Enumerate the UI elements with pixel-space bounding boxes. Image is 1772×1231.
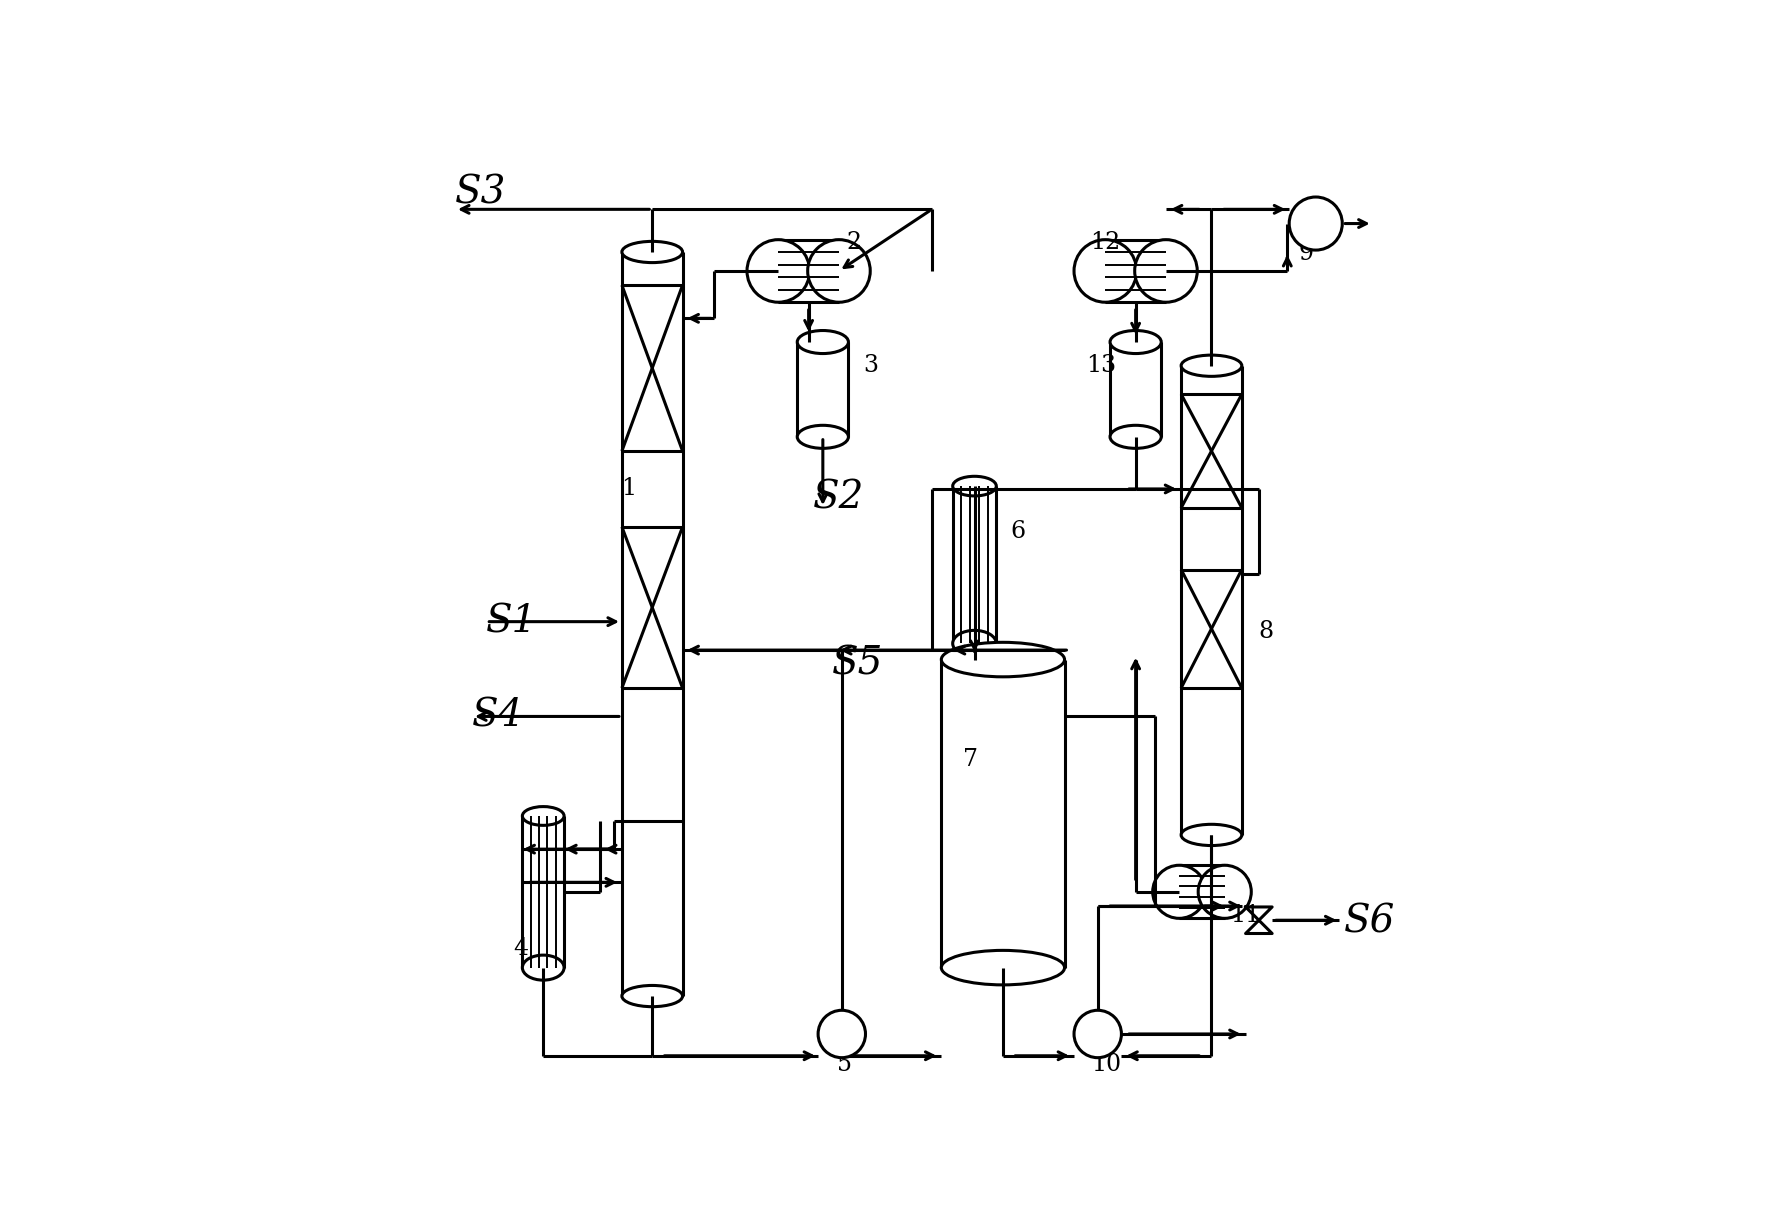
Text: 3: 3 bbox=[863, 355, 879, 377]
Text: 8: 8 bbox=[1258, 619, 1274, 643]
Text: 12: 12 bbox=[1090, 231, 1120, 254]
Text: 11: 11 bbox=[1230, 904, 1260, 927]
Ellipse shape bbox=[953, 476, 996, 496]
Text: S2: S2 bbox=[813, 480, 865, 517]
Ellipse shape bbox=[797, 330, 849, 353]
Ellipse shape bbox=[1074, 240, 1136, 303]
Text: 9: 9 bbox=[1299, 243, 1313, 266]
Text: 10: 10 bbox=[1092, 1053, 1122, 1076]
Text: 1: 1 bbox=[620, 478, 636, 501]
Text: S6: S6 bbox=[1345, 904, 1396, 940]
Ellipse shape bbox=[748, 240, 810, 303]
Ellipse shape bbox=[1154, 865, 1205, 918]
Text: S4: S4 bbox=[471, 698, 523, 735]
Ellipse shape bbox=[523, 806, 563, 825]
Circle shape bbox=[1290, 197, 1341, 250]
Text: 4: 4 bbox=[512, 937, 528, 960]
Text: S5: S5 bbox=[833, 646, 884, 683]
Ellipse shape bbox=[941, 643, 1065, 677]
Text: 7: 7 bbox=[964, 747, 978, 771]
Text: 2: 2 bbox=[847, 231, 861, 254]
Ellipse shape bbox=[1134, 240, 1198, 303]
Ellipse shape bbox=[1182, 355, 1242, 377]
Ellipse shape bbox=[941, 950, 1065, 985]
Ellipse shape bbox=[622, 986, 682, 1007]
Text: S3: S3 bbox=[455, 175, 507, 212]
Ellipse shape bbox=[523, 955, 563, 980]
Circle shape bbox=[1074, 1011, 1122, 1057]
Text: S1: S1 bbox=[486, 603, 537, 640]
Ellipse shape bbox=[808, 240, 870, 303]
Text: 5: 5 bbox=[836, 1053, 852, 1076]
Ellipse shape bbox=[1198, 865, 1251, 918]
Text: 6: 6 bbox=[1010, 521, 1026, 543]
Ellipse shape bbox=[1109, 425, 1161, 448]
Ellipse shape bbox=[1109, 330, 1161, 353]
Ellipse shape bbox=[953, 630, 996, 656]
Ellipse shape bbox=[797, 425, 849, 448]
Ellipse shape bbox=[622, 241, 682, 262]
Ellipse shape bbox=[1182, 825, 1242, 846]
Text: 13: 13 bbox=[1086, 355, 1116, 377]
Circle shape bbox=[819, 1011, 865, 1057]
